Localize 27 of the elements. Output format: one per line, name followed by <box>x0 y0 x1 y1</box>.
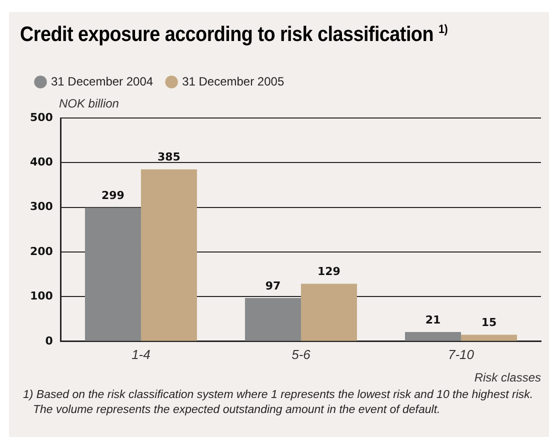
legend-label: 31 December 2005 <box>182 74 284 88</box>
bar <box>244 298 301 341</box>
bar <box>404 332 461 341</box>
y-tick-label: 500 <box>30 110 54 124</box>
text: 1) Based on the risk classification system where 1 represents the lowest risk and 10 the highest risk. The volume represents the expected outstanding amount in the event of default. <box>23 388 534 418</box>
bar <box>460 334 517 341</box>
data-label: 15 <box>481 316 497 330</box>
x-tick-label: 5-6 <box>292 346 312 362</box>
x-tick-label: 1-4 <box>132 346 150 362</box>
chart-title: Credit exposure according to risk classification $^{1)}$ <box>20 22 448 47</box>
data-label: 299 <box>101 189 124 202</box>
data-label: 385 <box>157 150 180 164</box>
x-axis-title: Risk classes <box>474 370 541 384</box>
bar <box>140 169 197 341</box>
data-label: 21 <box>425 313 441 326</box>
data-label: 97 <box>265 279 281 292</box>
y-tick-label: 0 <box>45 334 54 348</box>
bar <box>300 284 357 341</box>
y-tick-label: 100 <box>30 290 54 303</box>
y-axis-title: NOK billion <box>58 96 120 110</box>
y-tick-label: 400 <box>30 156 54 169</box>
legend-label: 31 December 2004 <box>51 74 154 88</box>
bar <box>84 208 141 341</box>
data-label: 129 <box>318 265 340 278</box>
y-tick-label: 300 <box>30 200 54 214</box>
y-tick-label: 200 <box>30 244 54 258</box>
x-tick-label: 7-10 <box>448 346 475 362</box>
